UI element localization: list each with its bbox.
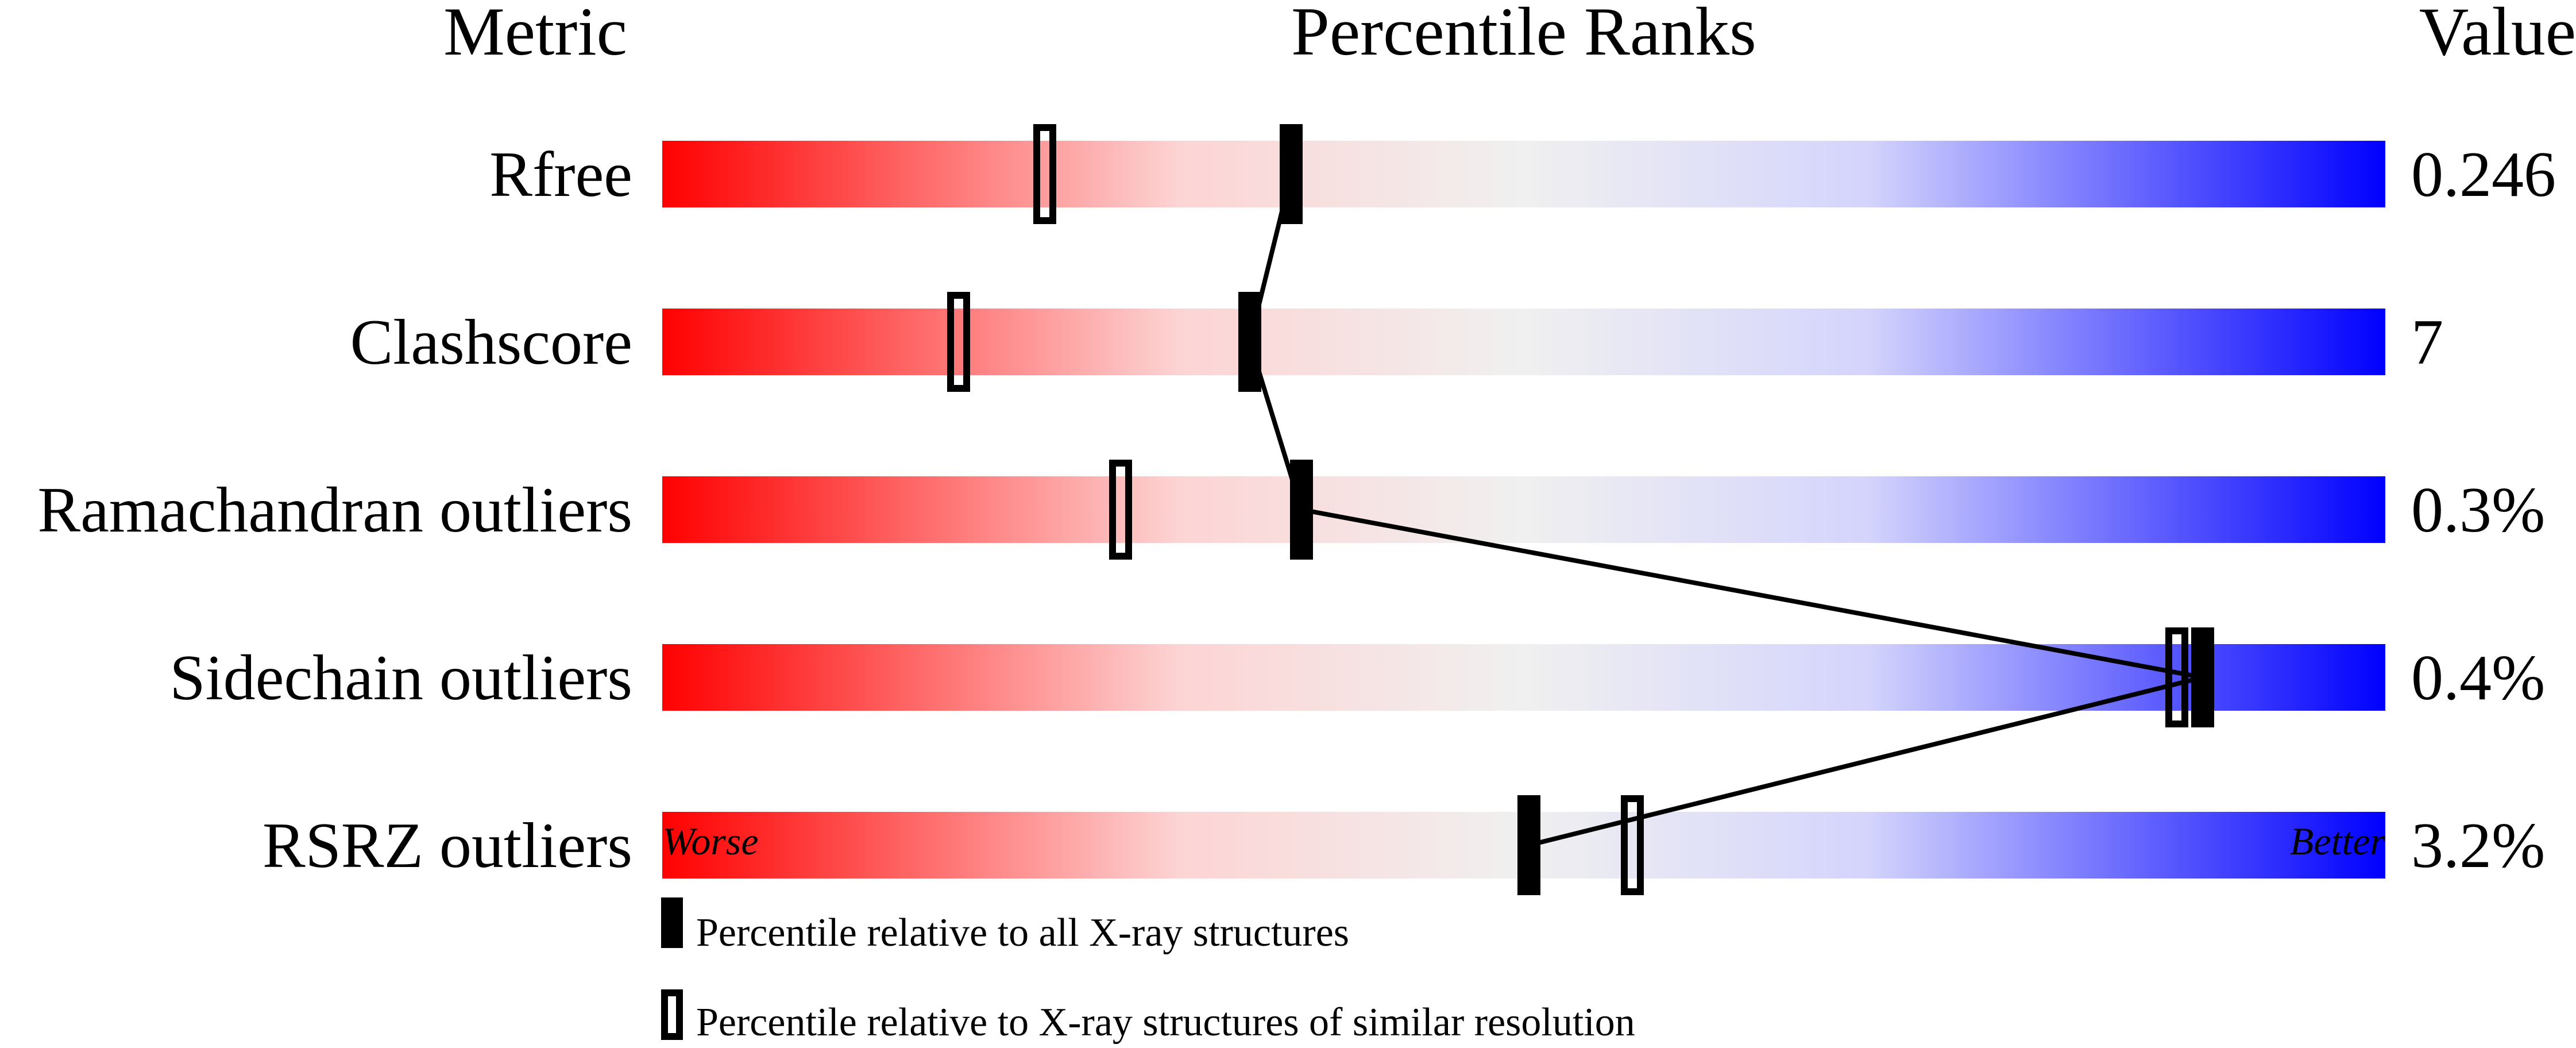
all-structures-marker — [1290, 460, 1313, 560]
value-header: Value — [2419, 0, 2576, 70]
legend-open-marker — [661, 989, 683, 1040]
legend-label-all: Percentile relative to all X-ray structu… — [696, 911, 1349, 955]
legend-label-similar: Percentile relative to X-ray structures … — [696, 1000, 1635, 1045]
percentile-bar — [662, 141, 2385, 207]
metric-value: 3.2% — [2411, 810, 2545, 881]
metric-value: 0.4% — [2411, 642, 2545, 714]
worse-label: Worse — [662, 819, 759, 863]
all-structures-marker — [1238, 292, 1261, 392]
metric-label: Clashscore — [350, 307, 632, 378]
metric-label: Rfree — [489, 139, 632, 210]
percentile-bar — [662, 309, 2385, 375]
similar-resolution-marker — [1109, 460, 1132, 560]
metric-value: 0.3% — [2411, 475, 2545, 546]
similar-resolution-marker — [1621, 795, 1644, 895]
similar-resolution-marker — [1033, 124, 1056, 224]
similar-resolution-marker — [947, 292, 970, 392]
better-label: Better — [2290, 819, 2386, 863]
metric-header: Metric — [443, 0, 627, 70]
all-structures-marker — [1517, 795, 1540, 895]
all-structures-marker — [2191, 627, 2214, 727]
percentile-ranks-header: Percentile Ranks — [1291, 0, 1756, 70]
percentile-bar — [662, 476, 2385, 543]
legend-filled-marker — [661, 897, 683, 948]
all-structures-marker — [1280, 124, 1303, 224]
metric-label: RSRZ outliers — [262, 810, 632, 881]
metric-label: Sidechain outliers — [169, 642, 632, 714]
metric-value: 0.246 — [2411, 139, 2556, 210]
metric-label: Ramachandran outliers — [37, 475, 632, 546]
percentile-bar — [662, 644, 2385, 711]
metric-value: 7 — [2411, 307, 2443, 378]
similar-resolution-marker — [2165, 627, 2188, 727]
